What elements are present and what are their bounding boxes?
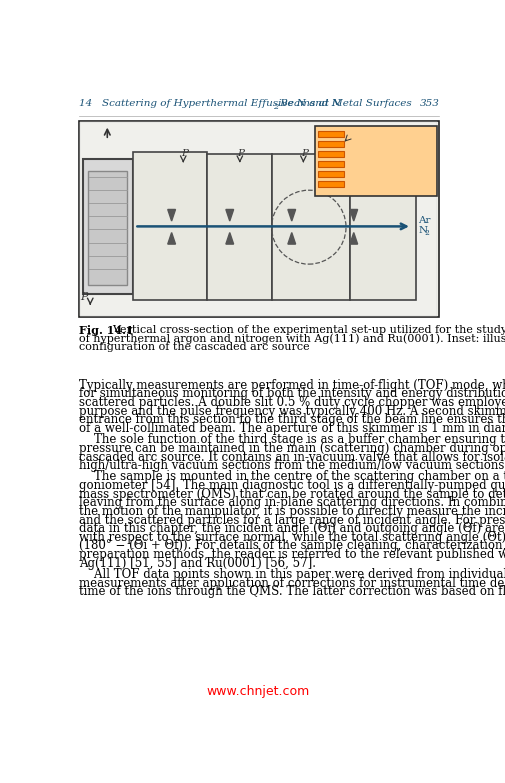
Text: Typically measurements are performed in time-of-flight (TOF) mode, which allows: Typically measurements are performed in … [79,379,505,392]
Text: Ar: Ar [418,216,431,226]
Polygon shape [288,233,295,244]
Text: of hyperthermal argon and nitrogen with Ag(111) and Ru(0001). Inset: illustratio: of hyperthermal argon and nitrogen with … [79,334,505,344]
Text: 2: 2 [273,103,279,110]
Bar [318,141,344,147]
Text: P: P [237,149,244,157]
Text: entrance from this section to the third stage of the beam line ensures the forma: entrance from this section to the third … [79,413,505,427]
Polygon shape [168,210,176,221]
Bar [318,161,344,167]
Text: purpose and the pulse frequency was typically 400 Hz. A second skimmer at the: purpose and the pulse frequency was typi… [79,405,505,418]
Text: P: P [181,149,188,157]
Polygon shape [226,210,234,221]
Bar [318,181,344,187]
Text: cathode tips: cathode tips [348,129,395,138]
Text: high/ultra-high vacuum sections from the medium/low vacuum sections.: high/ultra-high vacuum sections from the… [79,459,505,472]
Bar [82,160,133,294]
Text: N: N [418,226,427,235]
Text: All TOF data points shown in this paper were derived from individual TOF: All TOF data points shown in this paper … [79,568,505,581]
Text: 353: 353 [420,99,439,108]
Text: configuration of the cascaded arc source: configuration of the cascaded arc source [79,342,309,352]
Text: Gas: Gas [348,169,366,179]
Text: leaving from the surface along in-plane scattering directions. In combination wi: leaving from the surface along in-plane … [79,496,505,510]
Text: for simultaneous monitoring of both the intensity and energy distributions of: for simultaneous monitoring of both the … [79,388,505,400]
Text: and the scattered particles for a large range of incident angle. For presentatio: and the scattered particles for a large … [79,514,505,527]
Text: 2: 2 [424,229,429,237]
Text: data in this chapter, the incident angle (Θi) and outgoing angle (Θf) are define: data in this chapter, the incident angle… [79,522,505,536]
Text: preparation methods, the reader is referred to the relevant published work for: preparation methods, the reader is refer… [79,548,505,561]
Text: of a well-collimated beam. The aperture of this skimmer is 1 mm in diameter.: of a well-collimated beam. The aperture … [79,422,505,435]
Text: (180° − (Θi + Θf)). For details of the sample cleaning, characterization, and: (180° − (Θi + Θf)). For details of the s… [79,539,505,553]
Text: time of the ions through the QMS. The latter correction was based on flight time: time of the ions through the QMS. The la… [79,586,505,598]
Text: Beams at Metal Surfaces: Beams at Metal Surfaces [277,99,412,108]
Bar [80,122,437,316]
Polygon shape [226,233,234,244]
Bar [272,154,350,301]
Text: P: P [301,149,308,157]
Bar [79,121,439,317]
Text: The sample is mounted in the centre of the scattering chamber on a three-axis: The sample is mounted in the centre of t… [79,471,505,483]
Text: The sole function of the third stage is as a buffer chamber ensuring that a low: The sole function of the third stage is … [79,433,505,446]
Bar [207,154,272,301]
Text: www.chnjet.com: www.chnjet.com [207,685,310,698]
Text: goniometer [54]. The main diagnostic tool is a differentially-pumped quadrupole: goniometer [54]. The main diagnostic too… [79,479,505,492]
Bar [318,171,344,177]
Text: measurements after application of corrections for instrumental time delays and f: measurements after application of correc… [79,576,505,590]
Text: 14   Scattering of Hyperthermal Effusive N and N: 14 Scattering of Hyperthermal Effusive N… [79,99,340,108]
Text: mass spectrometer (QMS) that can be rotated around the sample to detect particle: mass spectrometer (QMS) that can be rota… [79,488,505,501]
Polygon shape [350,210,358,221]
Polygon shape [168,233,176,244]
Bar [318,151,344,157]
Text: cascaded arc source. It contains an in-vacuum valve that allows for isolation of: cascaded arc source. It contains an in-v… [79,450,505,464]
Polygon shape [350,233,358,244]
Text: Fig. 14.1: Fig. 14.1 [79,325,133,336]
Text: the motion of the manipulator, it is possible to directly measure the incident b: the motion of the manipulator, it is pos… [79,505,505,518]
Bar [318,131,344,137]
Text: P: P [80,292,88,302]
Text: pressure can be maintained in the main (scattering) chamber during operation of : pressure can be maintained in the main (… [79,442,505,455]
Bar [350,154,416,301]
Text: Ag(111) [51, 55] and Ru(0001) [56, 57].: Ag(111) [51, 55] and Ru(0001) [56, 57]. [79,557,316,570]
Text: with respect to the surface normal, while the total scattering angle (Θt) is def: with respect to the surface normal, whil… [79,531,505,544]
Polygon shape [288,210,295,221]
Bar [88,171,127,285]
Text: Vertical cross-section of the experimental set-up utilized for the study of the : Vertical cross-section of the experiment… [106,325,505,335]
Text: scattered particles. A double slit 0.5 % duty cycle chopper was employed for thi: scattered particles. A double slit 0.5 %… [79,396,505,409]
Bar [133,152,207,301]
Bar [315,126,437,196]
